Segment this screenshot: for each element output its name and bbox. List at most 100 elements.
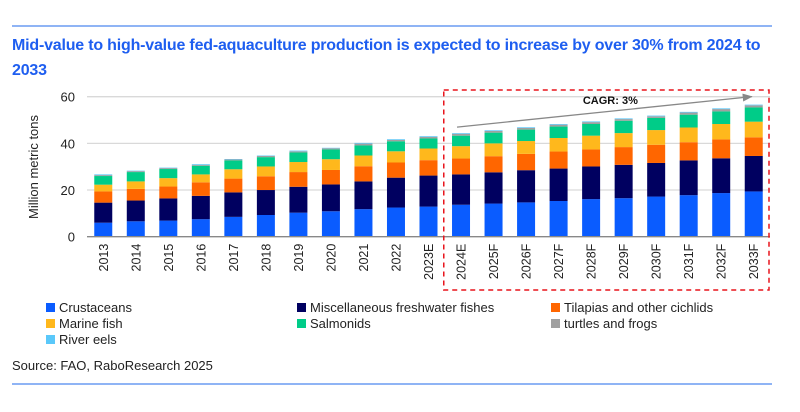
bar-segment-salmonids: [419, 138, 438, 149]
bar-segment-tilapias-and-other-cichlids: [452, 158, 471, 175]
bar-segment-crustaceans: [614, 198, 633, 237]
bar-segment-salmonids: [94, 176, 113, 185]
bar-segment-crustaceans: [94, 222, 113, 237]
bar-segment-crustaceans: [126, 221, 145, 237]
bar-segment-river-eels: [517, 127, 536, 128]
bar-segment-miscellaneous-freshwater-fishes: [321, 184, 340, 212]
bar-segment-miscellaneous-freshwater-fishes: [484, 172, 503, 204]
bar-segment-marine-fish: [582, 135, 601, 150]
bar-segment-crustaceans: [321, 211, 340, 237]
bar-stack-2018: [256, 155, 275, 237]
bar-segment-marine-fish: [744, 121, 763, 138]
bar-segment-marine-fish: [386, 151, 405, 163]
bar-segment-marine-fish: [647, 130, 666, 145]
bar-segment-miscellaneous-freshwater-fishes: [256, 190, 275, 215]
bar-segment-crustaceans: [289, 212, 308, 237]
bar-segment-marine-fish: [191, 174, 210, 183]
bar-segment-river-eels: [354, 142, 373, 144]
bar-segment-turtles-and-frogs: [94, 175, 113, 177]
bar-segment-salmonids: [647, 117, 666, 131]
stacked-bar-chart: 0 20 40 60 Million metric tons 2013 2014 2015…: [26, 89, 770, 291]
bar-segment-salmonids: [159, 169, 178, 179]
bar-segment-miscellaneous-freshwater-fishes: [191, 195, 210, 220]
bar-segment-tilapias-and-other-cichlids: [549, 151, 568, 169]
bar-segment-crustaceans: [354, 209, 373, 237]
bar-segment-tilapias-and-other-cichlids: [126, 188, 145, 201]
bar-segment-salmonids: [386, 141, 405, 152]
bar-segment-tilapias-and-other-cichlids: [191, 182, 210, 196]
bar-segment-turtles-and-frogs: [452, 133, 471, 136]
bar-segment-crustaceans: [679, 195, 698, 237]
legend-item: Tilapias and other cichlids: [551, 300, 713, 315]
x-tick-label: 2015: [162, 244, 176, 272]
legend-item: Crustaceans: [46, 300, 132, 315]
bar-segment-marine-fish: [452, 146, 471, 159]
bar-segment-crustaceans: [419, 206, 438, 237]
bar-segment-crustaceans: [191, 219, 210, 237]
legend-label: River eels: [59, 332, 117, 347]
bar-segment-turtles-and-frogs: [159, 168, 178, 170]
bar-segment-salmonids: [679, 114, 698, 128]
bar-segment-tilapias-and-other-cichlids: [582, 149, 601, 167]
bar-segment-turtles-and-frogs: [386, 139, 405, 142]
bar-segment-river-eels: [191, 164, 210, 165]
chart-title: Mid-value to high-value fed-aquaculture …: [12, 37, 761, 79]
x-tick-label: 2013: [97, 244, 111, 272]
legend-swatch-icon: [46, 303, 55, 312]
x-axis-ticks: 2013 2014 2015 2016 2017 2018 2019 2020 2021 2022…: [97, 243, 761, 280]
bar-segment-salmonids: [582, 124, 601, 136]
bar-segment-river-eels: [744, 104, 763, 106]
bar-segment-crustaceans: [386, 207, 405, 237]
bar-segment-turtles-and-frogs: [191, 164, 210, 166]
bar-segment-tilapias-and-other-cichlids: [224, 178, 243, 193]
x-tick-label: 2028F: [585, 243, 599, 279]
bar-stack-2023E: [419, 136, 438, 237]
bar-segment-river-eels: [289, 150, 308, 152]
bar-segment-miscellaneous-freshwater-fishes: [289, 186, 308, 213]
x-tick-label: 2027F: [552, 243, 566, 279]
legend-item: turtles and frogs: [551, 316, 657, 331]
bar-segment-crustaceans: [549, 201, 568, 237]
bar-segment-marine-fish: [517, 141, 536, 154]
bar-segment-turtles-and-frogs: [549, 124, 568, 127]
x-tick-label: 2029F: [617, 243, 631, 279]
bar-segment-river-eels: [679, 111, 698, 113]
bar-segment-tilapias-and-other-cichlids: [321, 169, 340, 185]
bar-segment-salmonids: [321, 149, 340, 160]
bar-stack-2019: [289, 150, 308, 237]
bar-segment-crustaceans: [452, 204, 471, 237]
bars: [94, 104, 763, 237]
bar-segment-river-eels: [452, 133, 471, 134]
bar-segment-tilapias-and-other-cichlids: [419, 160, 438, 176]
bar-segment-salmonids: [452, 135, 471, 147]
bar-segment-miscellaneous-freshwater-fishes: [126, 200, 145, 222]
bar-segment-crustaceans: [256, 215, 275, 237]
y-axis-label: Million metric tons: [26, 114, 41, 219]
bar-segment-salmonids: [484, 132, 503, 144]
bar-segment-turtles-and-frogs: [224, 159, 243, 161]
legend-label: turtles and frogs: [564, 316, 658, 331]
bar-stack-2027F: [549, 124, 568, 237]
x-tick-label: 2032F: [715, 243, 729, 279]
bar-segment-miscellaneous-freshwater-fishes: [582, 166, 601, 200]
legend-label: Salmonids: [310, 316, 371, 331]
bar-stack-2016: [191, 164, 210, 237]
bar-segment-turtles-and-frogs: [354, 143, 373, 146]
bar-segment-river-eels: [419, 136, 438, 137]
cagr-label: CAGR: 3%: [583, 95, 638, 107]
bar-segment-turtles-and-frogs: [289, 151, 308, 153]
x-tick-label: 2020: [324, 244, 338, 272]
bar-segment-marine-fish: [419, 148, 438, 161]
bar-stack-2032F: [712, 108, 731, 237]
bar-segment-river-eels: [614, 118, 633, 120]
bar-segment-turtles-and-frogs: [614, 119, 633, 121]
legend-swatch-icon: [297, 319, 306, 328]
bar-segment-miscellaneous-freshwater-fishes: [419, 175, 438, 207]
bar-segment-salmonids: [549, 126, 568, 138]
forecast-highlight-box: [443, 89, 770, 291]
bar-segment-salmonids: [712, 111, 731, 124]
bar-stack-2030F: [647, 115, 666, 237]
legend-label: Miscellaneous freshwater fishes: [310, 300, 495, 315]
bar-stack-2024E: [452, 133, 471, 237]
bar-segment-turtles-and-frogs: [256, 155, 275, 158]
